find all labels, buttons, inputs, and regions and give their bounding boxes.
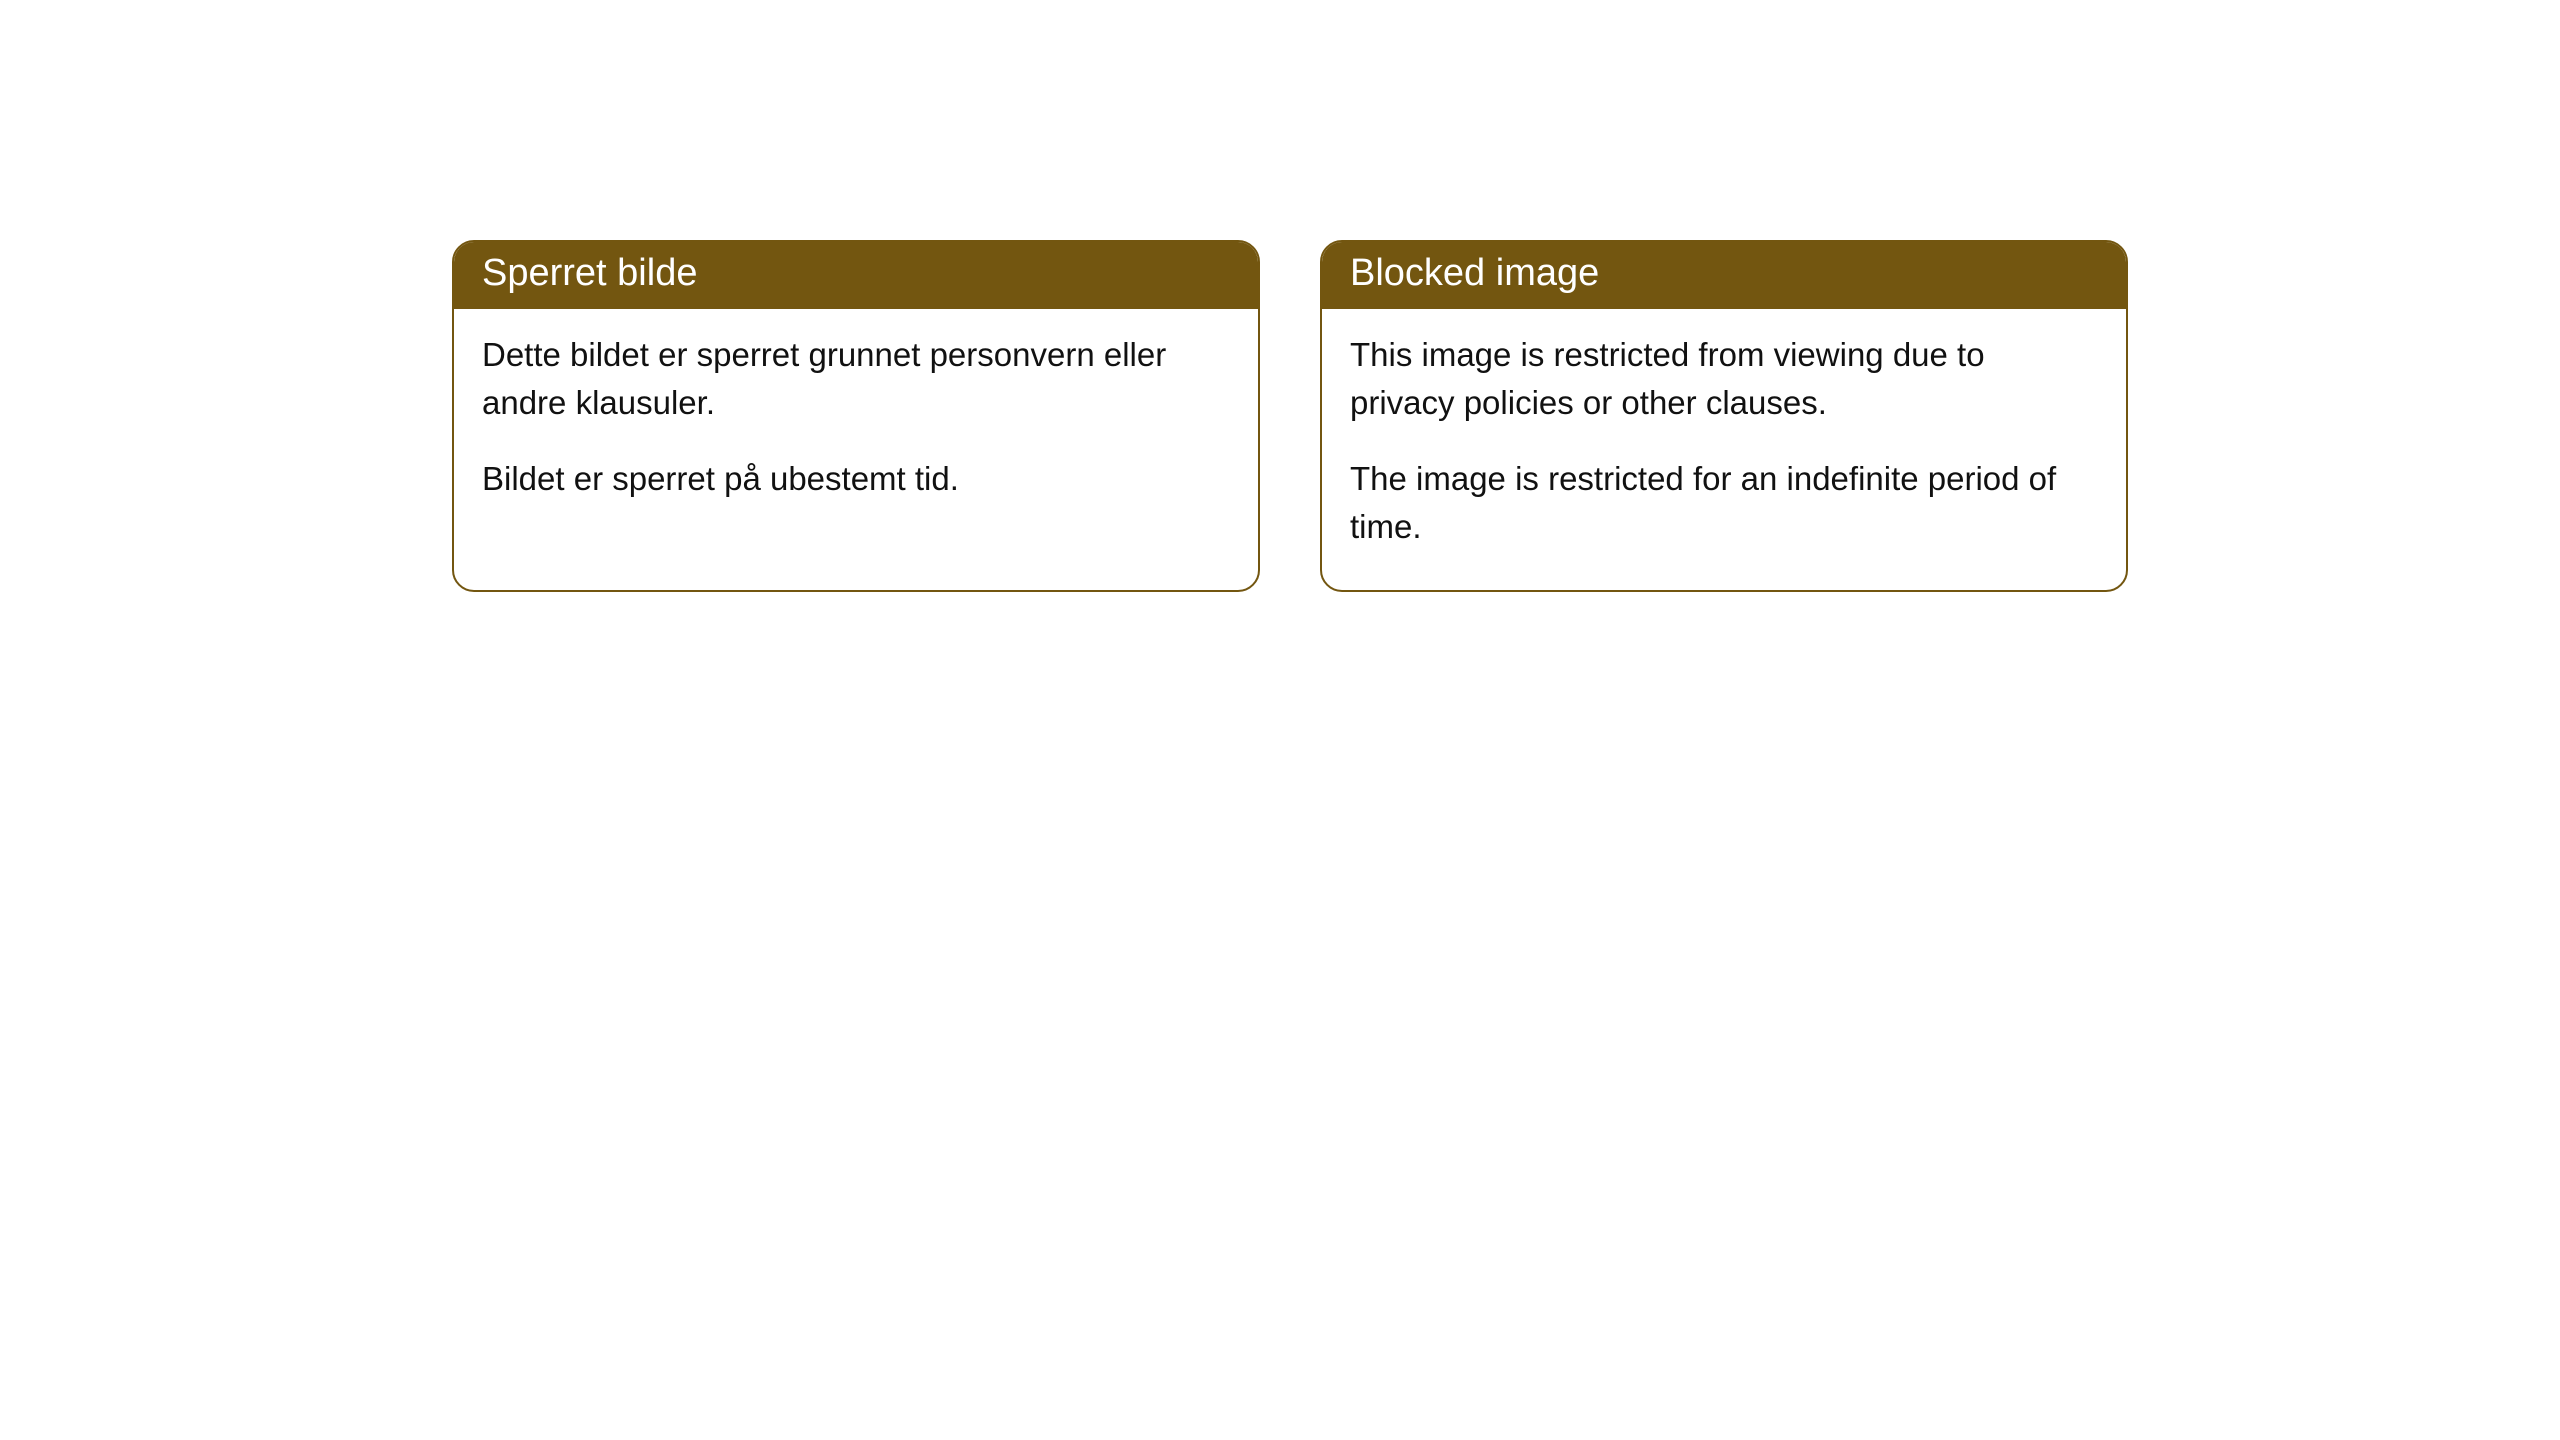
notice-card-norwegian: Sperret bilde Dette bildet er sperret gr… (452, 240, 1260, 592)
notice-paragraph: Bildet er sperret på ubestemt tid. (482, 455, 1230, 503)
notice-body: This image is restricted from viewing du… (1322, 309, 2126, 590)
notice-paragraph: Dette bildet er sperret grunnet personve… (482, 331, 1230, 427)
notice-header: Sperret bilde (454, 242, 1258, 309)
notice-paragraph: The image is restricted for an indefinit… (1350, 455, 2098, 551)
notice-header: Blocked image (1322, 242, 2126, 309)
notice-paragraph: This image is restricted from viewing du… (1350, 331, 2098, 427)
notice-container: Sperret bilde Dette bildet er sperret gr… (0, 0, 2560, 592)
notice-body: Dette bildet er sperret grunnet personve… (454, 309, 1258, 543)
notice-card-english: Blocked image This image is restricted f… (1320, 240, 2128, 592)
